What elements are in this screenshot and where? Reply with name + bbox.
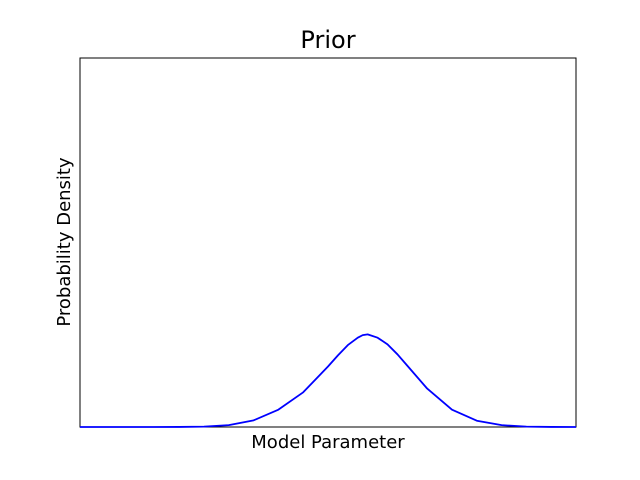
series-line-0 (80, 333, 577, 428)
series-layer (80, 333, 577, 428)
plot-area (79, 57, 577, 428)
y-axis-label: Probability Density (54, 157, 75, 327)
chart-title: Prior (300, 26, 355, 54)
x-axis-label: Model Parameter (251, 432, 405, 453)
